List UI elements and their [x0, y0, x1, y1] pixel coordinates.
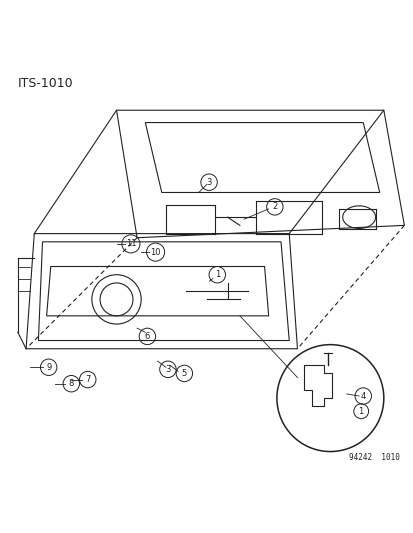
Text: 10: 10: [150, 248, 161, 256]
Text: 7: 7: [85, 375, 90, 384]
Text: ITS-1010: ITS-1010: [18, 77, 73, 90]
Text: 6: 6: [144, 332, 150, 341]
Text: 1: 1: [358, 407, 363, 416]
Text: 2: 2: [272, 203, 277, 212]
Text: 5: 5: [181, 369, 187, 378]
Text: 3: 3: [165, 365, 170, 374]
Text: 11: 11: [126, 239, 136, 248]
Text: 3: 3: [206, 177, 211, 187]
Text: 4: 4: [360, 392, 365, 400]
Text: 8: 8: [69, 379, 74, 388]
Text: 94242  1010: 94242 1010: [349, 453, 399, 462]
Text: 9: 9: [46, 363, 51, 372]
Text: 1: 1: [214, 270, 219, 279]
